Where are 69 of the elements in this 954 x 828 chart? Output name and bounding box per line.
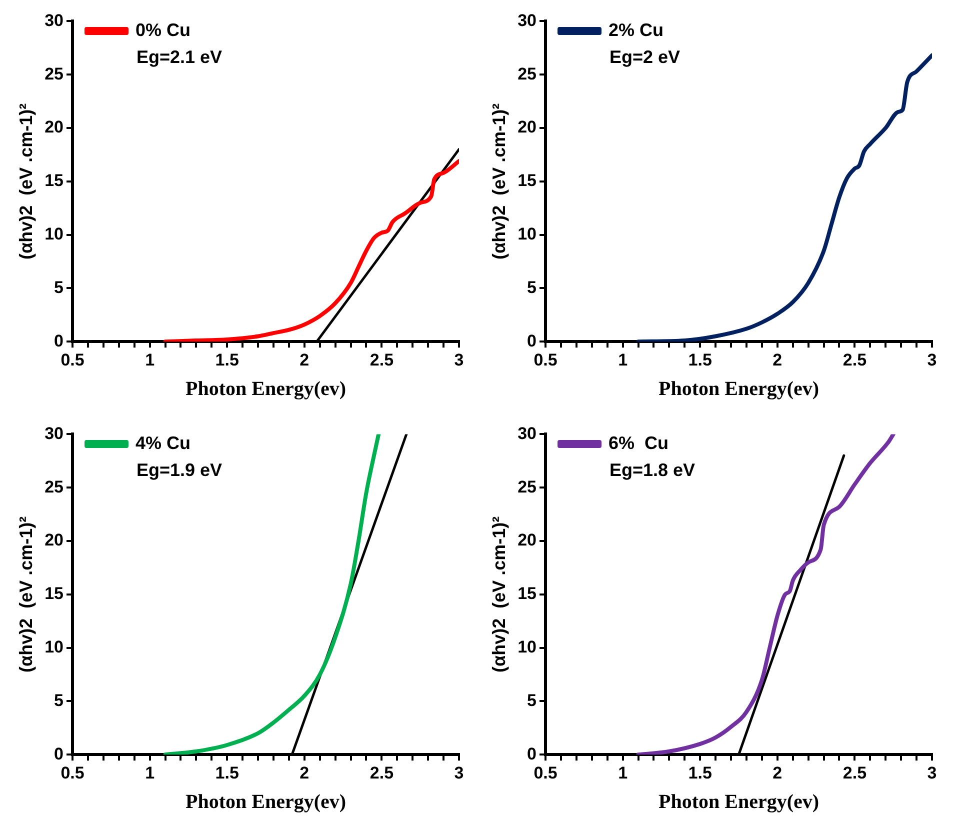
- x-tick-label: 1: [618, 350, 628, 370]
- y-tick-label: 30: [518, 424, 537, 443]
- y-tick-label: 30: [518, 10, 537, 30]
- y-tick-label: 30: [44, 10, 64, 30]
- y-tick-label: 15: [518, 584, 537, 604]
- y-tick-label: 0: [527, 744, 537, 764]
- x-tick-label: 0.5: [534, 350, 558, 370]
- x-tick-label: 2: [300, 763, 310, 782]
- y-tick-label: 25: [518, 477, 537, 496]
- x-tick-label: 1: [145, 350, 155, 370]
- x-axis-title: Photon Energy(ev): [658, 378, 820, 400]
- x-tick-label: 0.5: [534, 763, 558, 782]
- x-tick-label: 0.5: [60, 350, 84, 370]
- y-tick-label: 15: [518, 171, 537, 190]
- y-axis-title: (αhv)2 (eV .cm-1)²: [488, 103, 509, 260]
- legend-label: 0% Cu: [136, 20, 191, 40]
- legend-label: 4% Cu: [136, 432, 191, 453]
- x-tick-label: 2.5: [370, 350, 394, 370]
- y-tick-label: 5: [54, 278, 64, 297]
- y-tick-label: 5: [54, 690, 64, 710]
- y-axis-title: (αhv)2 (eV .cm-1)²: [488, 516, 509, 672]
- y-tick-label: 0: [54, 331, 64, 350]
- y-tick-label: 20: [44, 118, 64, 137]
- x-tick-label: 1: [145, 763, 155, 782]
- annotation: Eg=1.8 eV: [610, 460, 696, 480]
- y-tick-label: 30: [44, 424, 64, 443]
- y-tick-label: 5: [527, 278, 537, 297]
- x-tick-label: 3: [454, 763, 464, 782]
- x-tick-label: 3: [927, 763, 937, 782]
- y-tick-label: 25: [518, 64, 537, 84]
- x-tick-label: 2: [772, 350, 782, 370]
- x-tick-label: 0.5: [60, 763, 84, 782]
- annotation: Eg=1.9 eV: [136, 460, 222, 480]
- x-axis-title: Photon Energy(ev): [185, 378, 346, 400]
- x-tick-label: 1: [618, 763, 628, 782]
- annotation: Eg=2.1 eV: [136, 46, 222, 67]
- y-tick-label: 10: [518, 224, 537, 244]
- y-tick-label: 20: [518, 530, 537, 550]
- y-tick-label: 10: [44, 637, 64, 656]
- x-tick-label: 1.5: [215, 350, 239, 370]
- x-tick-label: 2.5: [370, 763, 394, 782]
- y-tick-label: 0: [527, 331, 537, 350]
- y-tick-label: 15: [44, 584, 64, 604]
- y-tick-label: 25: [44, 64, 64, 84]
- x-tick-label: 2.5: [842, 350, 867, 370]
- y-tick-label: 25: [44, 477, 64, 496]
- x-tick-label: 2: [772, 763, 782, 782]
- legend-label: 2% Cu: [608, 20, 664, 40]
- line-series: [163, 159, 459, 342]
- x-tick-label: 1.5: [215, 763, 239, 782]
- y-tick-label: 5: [527, 690, 537, 710]
- y-axis-title: (αhv)2 (eV .cm-1)²: [16, 516, 36, 672]
- annotation: Eg=2 eV: [610, 46, 680, 67]
- y-tick-label: 10: [518, 637, 537, 656]
- x-axis-title: Photon Energy(ev): [658, 791, 820, 814]
- x-tick-label: 1.5: [688, 763, 712, 782]
- y-axis-title: (αhv)2 (eV .cm-1)²: [16, 103, 36, 260]
- y-tick-label: 0: [54, 744, 64, 764]
- y-tick-label: 10: [44, 224, 64, 244]
- x-tick-label: 3: [454, 350, 464, 370]
- x-axis-title: Photon Energy(ev): [185, 791, 346, 814]
- x-tick-label: 1.5: [688, 350, 712, 370]
- legend-label: 6% Cu: [608, 432, 669, 453]
- y-tick-label: 20: [44, 530, 64, 550]
- x-tick-label: 3: [927, 350, 937, 370]
- y-tick-label: 20: [518, 118, 537, 137]
- x-tick-label: 2: [300, 350, 310, 370]
- x-tick-label: 2.5: [842, 763, 867, 782]
- y-tick-label: 15: [44, 171, 64, 190]
